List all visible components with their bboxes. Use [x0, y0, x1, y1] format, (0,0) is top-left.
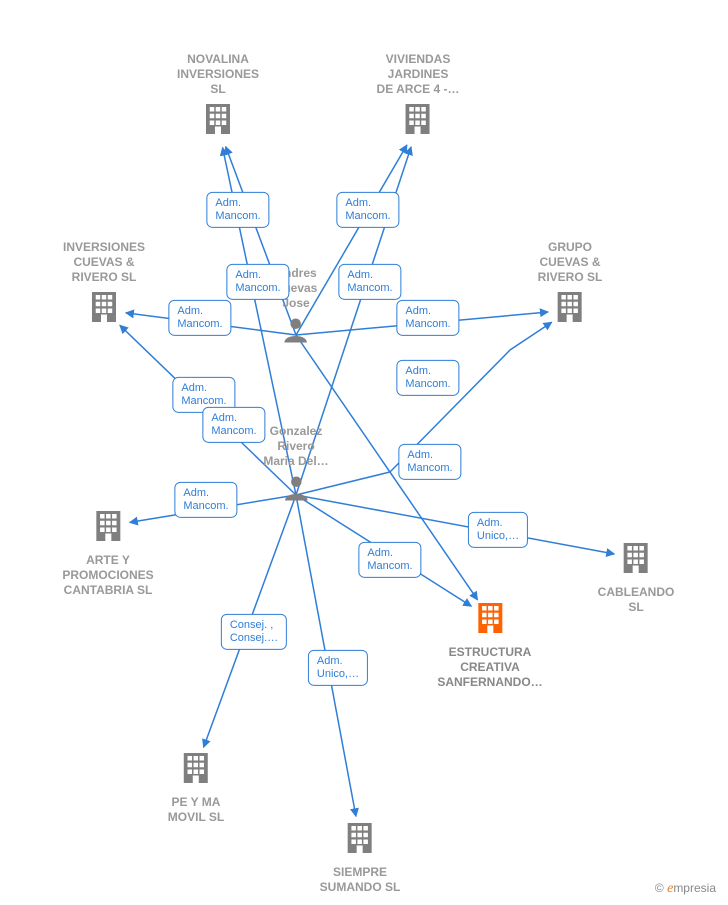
node-label: SIEMPRESUMANDO SL [320, 865, 401, 895]
edge-label: Adm.Unico,… [468, 512, 528, 548]
node-label: PE Y MAMOVIL SL [168, 795, 224, 825]
node-peyma: PE Y MAMOVIL SL [168, 750, 224, 825]
node-estructura: ESTRUCTURACREATIVASANFERNANDO… [437, 600, 542, 690]
edge-label: Adm.Mancom. [168, 300, 231, 336]
building-icon [90, 508, 126, 544]
edge-label: Adm.Mancom. [174, 482, 237, 518]
edge-label: Adm.Mancom. [398, 444, 461, 480]
node-label: NOVALINAINVERSIONESSL [177, 52, 259, 97]
node-viviendas: VIVIENDASJARDINESDE ARCE 4 -… [377, 52, 460, 142]
node-label: INVERSIONESCUEVAS &RIVERO SL [63, 240, 145, 285]
edge-label: Adm.Unico,… [308, 650, 368, 686]
building-icon [618, 540, 654, 576]
edge-label: Adm.Mancom. [206, 192, 269, 228]
node-label: GRUPOCUEVAS &RIVERO SL [538, 240, 603, 285]
node-label: ESTRUCTURACREATIVASANFERNANDO… [437, 645, 542, 690]
copyright-symbol: © [655, 881, 664, 895]
node-inversiones: INVERSIONESCUEVAS &RIVERO SL [63, 240, 145, 330]
building-icon [342, 820, 378, 856]
node-label: ARTE YPROMOCIONESCANTABRIA SL [62, 553, 153, 598]
edge-label: Adm.Mancom. [202, 407, 265, 443]
building-icon [200, 101, 236, 137]
node-grupo: GRUPOCUEVAS &RIVERO SL [538, 240, 603, 330]
building-icon [472, 600, 508, 636]
edge-label: Consej. ,Consej.… [221, 614, 287, 650]
node-siempre: SIEMPRESUMANDO SL [320, 820, 401, 895]
building-icon [552, 289, 588, 325]
footer: © empresia [655, 881, 716, 897]
edge-label: Adm.Mancom. [396, 300, 459, 336]
building-icon [400, 101, 436, 137]
edge-label: Adm.Mancom. [396, 360, 459, 396]
building-icon [86, 289, 122, 325]
network-canvas: NOVALINAINVERSIONESSL VIVIENDASJARDINESD… [0, 0, 728, 905]
person-icon [281, 315, 311, 345]
brand-logo: empresia [667, 881, 716, 895]
edges-layer [0, 0, 728, 905]
edge-label: Adm.Mancom. [358, 542, 421, 578]
edge-label: Adm.Mancom. [338, 264, 401, 300]
person-icon [281, 473, 311, 503]
node-gonzalez: GonzalezRiveroMaria Del… [263, 424, 328, 508]
edge [296, 495, 614, 554]
building-icon [178, 750, 214, 786]
node-arte: ARTE YPROMOCIONESCANTABRIA SL [62, 508, 153, 598]
node-label: GonzalezRiveroMaria Del… [263, 424, 328, 469]
node-label: CABLEANDOSL [598, 585, 675, 615]
node-label: VIVIENDASJARDINESDE ARCE 4 -… [377, 52, 460, 97]
edge-label: Adm.Mancom. [226, 264, 289, 300]
node-novalina: NOVALINAINVERSIONESSL [177, 52, 259, 142]
node-cableando: CABLEANDOSL [598, 540, 675, 615]
edge-label: Adm.Mancom. [336, 192, 399, 228]
